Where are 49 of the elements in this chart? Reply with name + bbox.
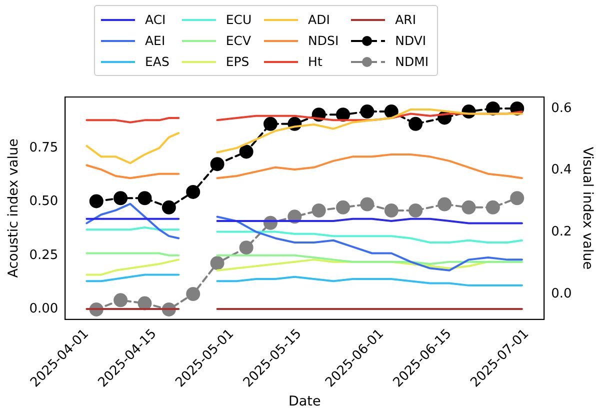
point <box>210 256 224 270</box>
point <box>408 203 423 218</box>
point <box>336 108 350 122</box>
legend-label: NDVI <box>395 33 426 48</box>
point <box>312 203 326 218</box>
y2-tick-label: 0.0 <box>551 286 572 302</box>
legend-label: EPS <box>226 54 250 69</box>
legend-label: ECV <box>226 33 252 48</box>
point <box>384 104 398 119</box>
point <box>263 116 278 131</box>
point <box>138 296 152 310</box>
point <box>114 191 128 206</box>
point <box>510 191 524 206</box>
legend-label: NDSI <box>308 33 339 48</box>
x-axis-title: Date <box>288 393 321 410</box>
point <box>360 104 374 119</box>
y2-axis-title: Visual index value <box>579 146 596 270</box>
point <box>408 116 423 131</box>
point <box>114 293 128 308</box>
point <box>462 200 476 214</box>
point <box>239 144 254 159</box>
point <box>186 184 200 199</box>
legend-label: ECU <box>226 12 252 27</box>
y2-tick-label: 0.4 <box>551 162 572 178</box>
point <box>438 197 452 212</box>
y2-tick-label: 0.6 <box>551 100 572 116</box>
point <box>360 197 374 212</box>
legend-label: ADI <box>308 12 330 27</box>
point <box>89 194 104 208</box>
point <box>138 191 152 206</box>
legend-label: EAS <box>145 54 170 69</box>
point <box>336 200 350 214</box>
point <box>162 200 176 214</box>
y2-tick-label: 0.2 <box>551 224 572 240</box>
legend-label: Ht <box>308 54 322 69</box>
point <box>186 286 200 301</box>
y-tick-label: 0.00 <box>29 301 58 316</box>
point <box>384 203 398 218</box>
point <box>239 240 254 255</box>
y-tick-label: 0.75 <box>29 140 58 156</box>
y-tick-label: 0.25 <box>29 248 58 263</box>
y-tick-label: 0.50 <box>29 194 58 210</box>
legend-label: ARI <box>395 12 416 27</box>
legend-label: NDMI <box>395 54 429 69</box>
legend-label: AEI <box>145 33 166 48</box>
y-axis-title: Acoustic index value <box>6 138 22 278</box>
legend-label: ACI <box>145 12 166 27</box>
point <box>486 200 500 214</box>
point <box>210 157 224 172</box>
